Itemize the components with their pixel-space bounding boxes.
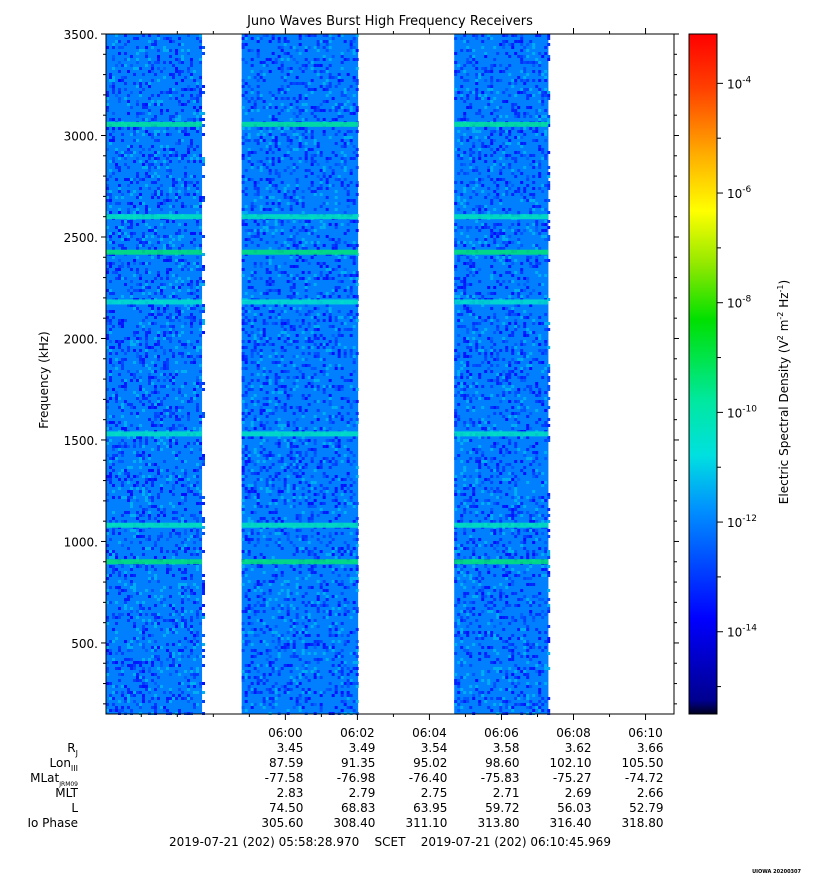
- emission-line: [454, 214, 549, 220]
- ephemeris-value: 95.02: [413, 756, 447, 770]
- ephemeris-value: 2.83: [277, 786, 304, 800]
- colorbar-tick-label: 10-8: [727, 295, 752, 311]
- emission-line: [106, 559, 203, 565]
- ephemeris-value: 68.83: [341, 801, 375, 815]
- colorbar-tick-label: 10-14: [727, 624, 757, 640]
- x-tick-label: 06:02: [340, 726, 375, 740]
- ephemeris-value: 318.80: [622, 816, 664, 830]
- ephemeris-value: 3.49: [349, 741, 376, 755]
- ephemeris-value: 3.62: [565, 741, 592, 755]
- plot-frame: [105, 33, 675, 715]
- ephemeris-value: 3.66: [637, 741, 664, 755]
- ephemeris-value: 52.79: [629, 801, 663, 815]
- emission-line: [106, 121, 203, 127]
- ephemeris-value: 3.58: [493, 741, 520, 755]
- colorbar-gradient: [688, 33, 718, 715]
- ephemeris-value: -75.27: [553, 771, 592, 785]
- ephemeris-value: 63.95: [413, 801, 447, 815]
- emission-line: [106, 431, 203, 437]
- x-tick-label: 06:10: [628, 726, 663, 740]
- ephemeris-value: -76.40: [409, 771, 448, 785]
- time-range: 2019-07-21 (202) 05:58:28.970 SCET 2019-…: [169, 835, 611, 849]
- y-tick-label: 500.: [71, 637, 98, 651]
- emission-line: [106, 522, 203, 528]
- emission-line: [454, 249, 549, 255]
- ephemeris-value: 98.60: [485, 756, 519, 770]
- ephemeris-value: 313.80: [477, 816, 519, 830]
- ephemeris-value: 2.66: [637, 786, 664, 800]
- ephemeris-table: RJ 3.45 3.49 3.54 3.58 3.62 3.66 LonIII 87.59 91.…: [27, 741, 663, 830]
- emission-line: [241, 121, 359, 127]
- ephemeris-value: 74.50: [269, 801, 303, 815]
- ephemeris-value: 316.40: [550, 816, 592, 830]
- ephemeris-value: -77.58: [265, 771, 304, 785]
- colorbar: 10-4 10-6 10-8 10-10 10-12 10-14 Electric Spe…: [688, 33, 791, 715]
- emission-line: [241, 431, 359, 437]
- emission-line: [241, 214, 359, 220]
- ephemeris-value: -74.72: [625, 771, 664, 785]
- x-tick-label: 06:00: [268, 726, 303, 740]
- x-axis: 06:00 06:02 06:04 06:06 06:08 06:10: [140, 28, 663, 740]
- ephemeris-row-label: L: [71, 801, 78, 815]
- emission-line: [454, 299, 549, 305]
- ephemeris-value: 2.75: [421, 786, 448, 800]
- data-block: [106, 34, 205, 715]
- ephemeris-value: 3.54: [421, 741, 448, 755]
- y-tick-label: 2500.: [64, 231, 98, 245]
- y-tick-label: 1000.: [64, 535, 98, 549]
- emission-line: [106, 249, 203, 255]
- emission-line: [241, 249, 359, 255]
- x-tick-label: 06:06: [484, 726, 519, 740]
- colorbar-tick-label: 10-10: [727, 404, 757, 420]
- ephemeris-value: 311.10: [405, 816, 447, 830]
- colorbar-tick-label: 10-12: [727, 514, 757, 530]
- colorbar-tick-label: 10-4: [727, 75, 752, 91]
- ephemeris-row-label: MLT: [55, 786, 78, 800]
- emission-line: [241, 559, 359, 565]
- ephemeris-row-label: MLatJRM09: [30, 771, 78, 788]
- ephemeris-value: -75.83: [481, 771, 520, 785]
- emission-line: [454, 522, 549, 528]
- ephemeris-value: 2.79: [349, 786, 376, 800]
- y-tick-label: 3000.: [64, 129, 98, 143]
- ephemeris-value: 3.45: [277, 741, 304, 755]
- chart-title: Juno Waves Burst High Frequency Receiver…: [246, 14, 533, 29]
- y-axis: 500. 1000. 1500. 2000. 2500. 3000. 3500.: [64, 28, 679, 705]
- emission-line: [454, 559, 549, 565]
- y-tick-label: 3500.: [64, 28, 98, 42]
- ephemeris-value: 102.10: [550, 756, 592, 770]
- ephemeris-value: 305.60: [261, 816, 303, 830]
- ephemeris-value: 308.40: [333, 816, 375, 830]
- y-tick-label: 1500.: [64, 434, 98, 448]
- y-tick-label: 2000.: [64, 332, 98, 346]
- ephemeris-value: 91.35: [341, 756, 375, 770]
- emission-line: [106, 299, 203, 305]
- ephemeris-row-label: LonIII: [50, 756, 79, 773]
- data-block: [454, 34, 551, 715]
- footer-stamp: UIOWA 20200307: [752, 869, 801, 875]
- ephemeris-value: 87.59: [269, 756, 303, 770]
- ephemeris-value: 2.69: [565, 786, 592, 800]
- emission-line: [454, 431, 549, 437]
- colorbar-tick-label: 10-6: [727, 185, 752, 201]
- emission-line: [106, 214, 203, 220]
- ephemeris-value: 59.72: [485, 801, 519, 815]
- y-axis-label: Frequency (kHz): [37, 331, 51, 428]
- emission-line: [241, 299, 359, 305]
- ephemeris-row-label: RJ: [67, 741, 78, 758]
- data-block-background: [106, 34, 203, 714]
- emission-line: [241, 522, 359, 528]
- x-tick-label: 06:08: [556, 726, 591, 740]
- colorbar-label: Electric Spectral Density (V2 m-2 Hz-1): [776, 280, 791, 504]
- spectrogram-plot: [105, 33, 675, 715]
- ephemeris-value: -76.98: [337, 771, 376, 785]
- ephemeris-value: 105.50: [622, 756, 664, 770]
- ephemeris-value: 56.03: [557, 801, 591, 815]
- ephemeris-value: 2.71: [493, 786, 520, 800]
- x-tick-label: 06:04: [412, 726, 447, 740]
- emission-line: [454, 121, 549, 127]
- data-block: [241, 34, 359, 715]
- ephemeris-row-label: Io Phase: [27, 816, 78, 830]
